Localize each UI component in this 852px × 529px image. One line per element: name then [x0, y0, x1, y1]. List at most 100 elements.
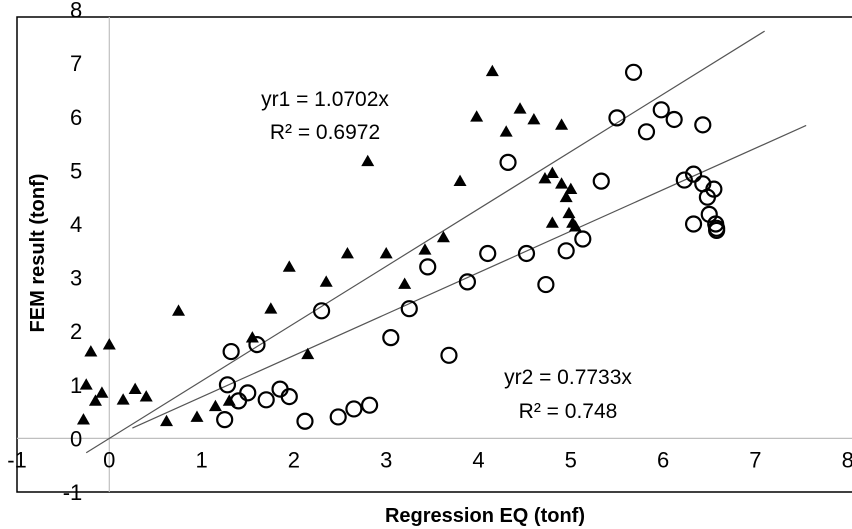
series-1-point [319, 275, 333, 287]
series-1-point [436, 230, 450, 243]
series-2-point [239, 384, 257, 402]
series-1-point [160, 414, 174, 427]
series-1-point [545, 166, 559, 178]
y-axis-title: FEM result (tonf) [27, 174, 49, 333]
series-1-point [340, 246, 354, 259]
series-2-point [665, 110, 683, 129]
series-2-point [708, 221, 726, 240]
series-1-point [190, 410, 204, 422]
series-2-point [684, 165, 703, 183]
series-2-point [216, 411, 234, 429]
series-1-point [116, 393, 130, 405]
series-2-point [419, 258, 437, 276]
series-2-point [499, 153, 517, 171]
series-1-point [282, 260, 296, 272]
series-1-point [559, 190, 573, 203]
series-1-point [555, 177, 569, 189]
series-2-point [222, 342, 240, 361]
series-2-point [440, 346, 458, 364]
series-1-point [264, 302, 278, 314]
series-2-point [517, 244, 536, 263]
series-2-point [458, 273, 477, 291]
series-1-point [379, 246, 393, 259]
x-tick-label: -1 [7, 447, 27, 472]
x-tick-label: 6 [657, 447, 669, 472]
plot-border [16, 16, 852, 493]
trendline-2-r-squared: R² = 0.748 [519, 400, 618, 423]
series-2-point [705, 180, 723, 198]
series-2-point [312, 302, 331, 320]
series-1-point [95, 386, 109, 398]
series-1-point [84, 345, 98, 357]
series-2-point [218, 376, 237, 394]
series-1-point [88, 394, 102, 406]
series-2-point [400, 300, 418, 318]
series-2-point [684, 215, 703, 233]
y-tick-label: 2 [70, 319, 82, 344]
series-1-point [128, 382, 142, 394]
series-2-point [479, 244, 497, 263]
series-1-point [513, 102, 527, 114]
series-1-point [470, 110, 484, 122]
series-2-point [592, 172, 610, 190]
series-1-point [568, 220, 582, 232]
trendline-1 [85, 30, 765, 454]
series-1-point [76, 413, 90, 425]
series-1-point [545, 216, 559, 228]
series-1-point [485, 64, 499, 77]
series-2-point [694, 116, 712, 134]
y-tick-label: 6 [70, 105, 82, 130]
series-2-point [229, 392, 248, 410]
y-tick-label: 8 [70, 0, 82, 23]
y-tick-label: 3 [70, 266, 82, 291]
x-tick-label: 5 [565, 447, 577, 472]
series-1-point [245, 331, 259, 343]
trendlines [85, 30, 807, 454]
trendline-2 [132, 124, 807, 429]
tick-labels: -1 0 1 2 3 4 5 6 7 8 -1 0 1 2 3 4 5 6 7 8 [7, 0, 852, 505]
series-1-point [102, 338, 116, 350]
x-tick-label: 8 [842, 447, 852, 472]
series-1-point [562, 206, 576, 219]
series-1-point [139, 390, 153, 402]
series-1-point [222, 394, 236, 406]
x-axis-title: Regression EQ (tonf) [385, 505, 585, 527]
trendline-2-equation: yr2 = 0.7733x [504, 366, 632, 389]
y-tick-label: 5 [70, 158, 82, 183]
series-2-point [329, 408, 347, 426]
series-2-point [360, 396, 379, 414]
x-tick-label: 2 [288, 447, 300, 472]
plot-area [16, 16, 852, 493]
series-2-point [637, 123, 656, 141]
series-2-point [537, 275, 555, 294]
y-tick-label: -1 [63, 480, 83, 505]
series-2-point [248, 336, 266, 354]
series-2-point [382, 329, 400, 347]
series-2-point [345, 400, 363, 418]
axes [17, 17, 852, 492]
y-tick-label: 7 [70, 51, 82, 76]
series-2-point [652, 101, 670, 119]
y-tick-label: 4 [70, 212, 82, 237]
series-2-point [624, 63, 643, 81]
series-2-point [257, 391, 275, 409]
series-1-point [453, 174, 467, 186]
series-1-point [301, 347, 315, 360]
y-tick-label: 1 [70, 373, 82, 398]
series-1-point [527, 112, 541, 125]
series-2-point [675, 171, 693, 189]
x-tick-label: 7 [749, 447, 761, 472]
series-2-point [296, 412, 314, 430]
x-tick-label: 0 [103, 447, 115, 472]
series-1-point [564, 182, 578, 195]
x-tick-label: 1 [195, 447, 207, 472]
series-1-point [538, 171, 552, 184]
series-1-point [499, 125, 513, 137]
series-1-point [361, 154, 375, 167]
series-1-point [79, 378, 93, 390]
series-1-point [555, 118, 569, 130]
series-1-point [418, 243, 432, 255]
series-2-point [557, 242, 575, 260]
x-tick-label: 4 [472, 447, 484, 472]
